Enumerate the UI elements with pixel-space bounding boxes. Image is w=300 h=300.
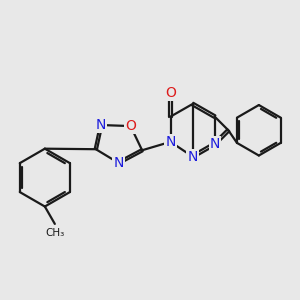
Text: N: N: [96, 118, 106, 132]
Text: N: N: [113, 156, 124, 170]
Text: O: O: [125, 119, 136, 133]
Text: O: O: [165, 86, 176, 100]
Text: CH₃: CH₃: [45, 228, 64, 238]
Text: N: N: [165, 135, 176, 149]
Text: N: N: [209, 137, 220, 151]
Text: N: N: [188, 150, 198, 164]
